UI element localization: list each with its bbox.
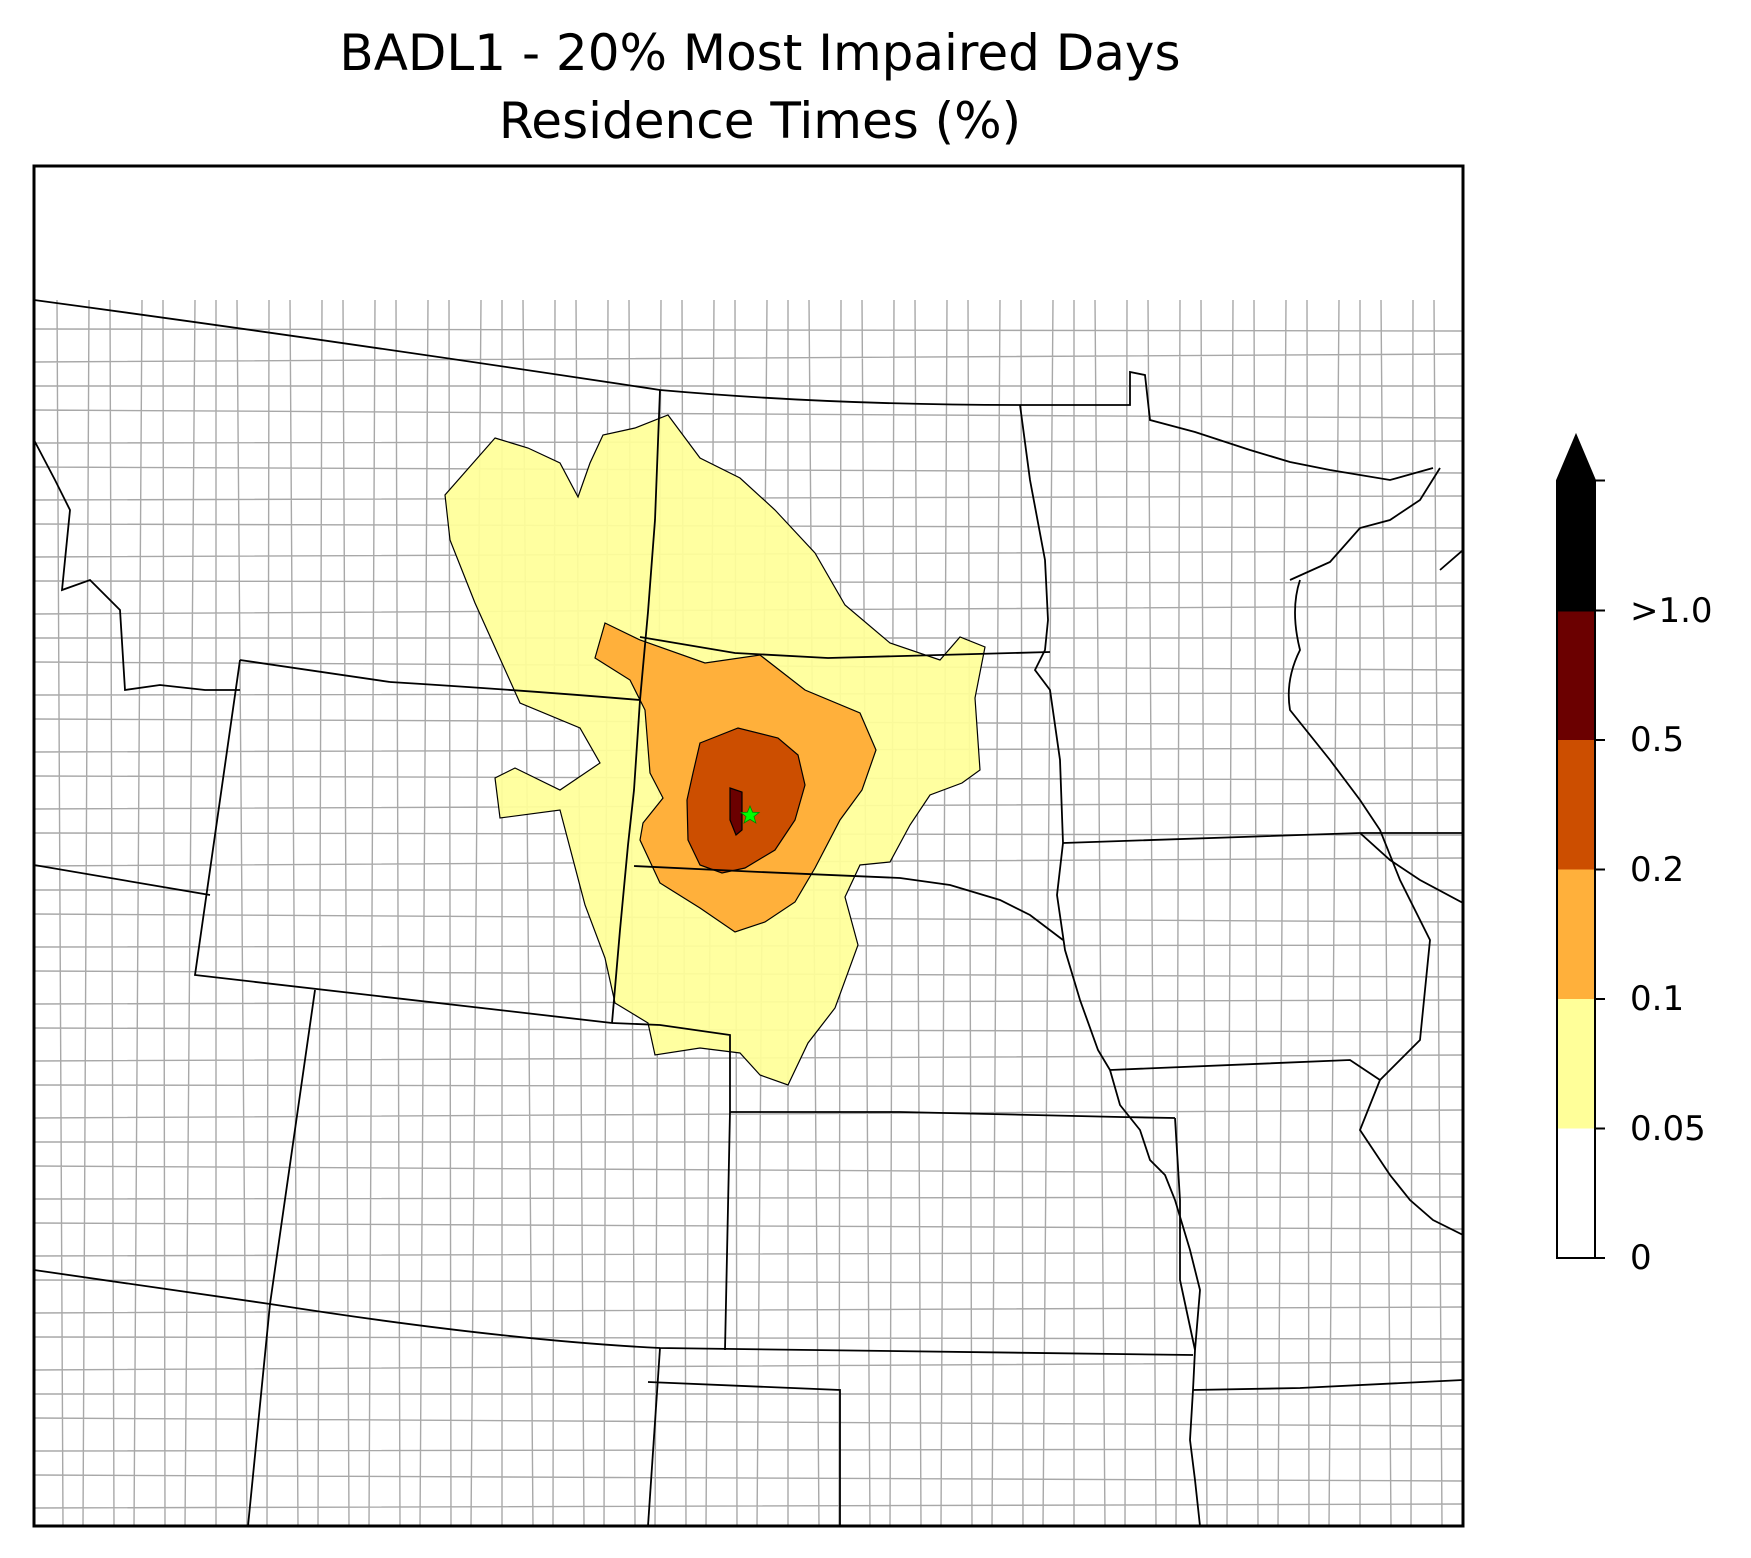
site-star-icon [739, 804, 761, 824]
colorbar-tick-label: 0.5 [1630, 720, 1685, 760]
residence-contours [444, 414, 986, 1086]
colorbar-bin-0.1-0.2 [1557, 869, 1595, 999]
colorbar-extend-max [1556, 432, 1596, 612]
colorbar-bin-0.05-0.1 [1557, 999, 1595, 1129]
colorbar-tick-label: 0.05 [1630, 1108, 1706, 1149]
colorbar [1556, 432, 1605, 1259]
colorbar-outline [1556, 609, 1596, 1259]
colorbar-tick-label: 0.2 [1630, 849, 1685, 890]
contour-0.5-1.0 [729, 787, 743, 836]
map-title-line-1: BADL1 - 20% Most Impaired Days [339, 24, 1181, 82]
map-frame [32, 164, 1465, 1528]
colorbar-bin-0-0.05 [1557, 1128, 1595, 1258]
colorbar-tick-label: 0.1 [1630, 979, 1685, 1019]
state-boundaries [34, 299, 1463, 1526]
colorbar-bin-0.5->1.0 [1557, 610, 1595, 740]
colorbar-bin-0.2-0.5 [1557, 740, 1595, 870]
map-title-line-2: Residence Times (%) [498, 92, 1022, 150]
colorbar-tick-label: >1.0 [1630, 590, 1713, 631]
colorbar-tick-label: 0 [1630, 1238, 1652, 1278]
contour-0.2-0.5 [686, 727, 806, 874]
